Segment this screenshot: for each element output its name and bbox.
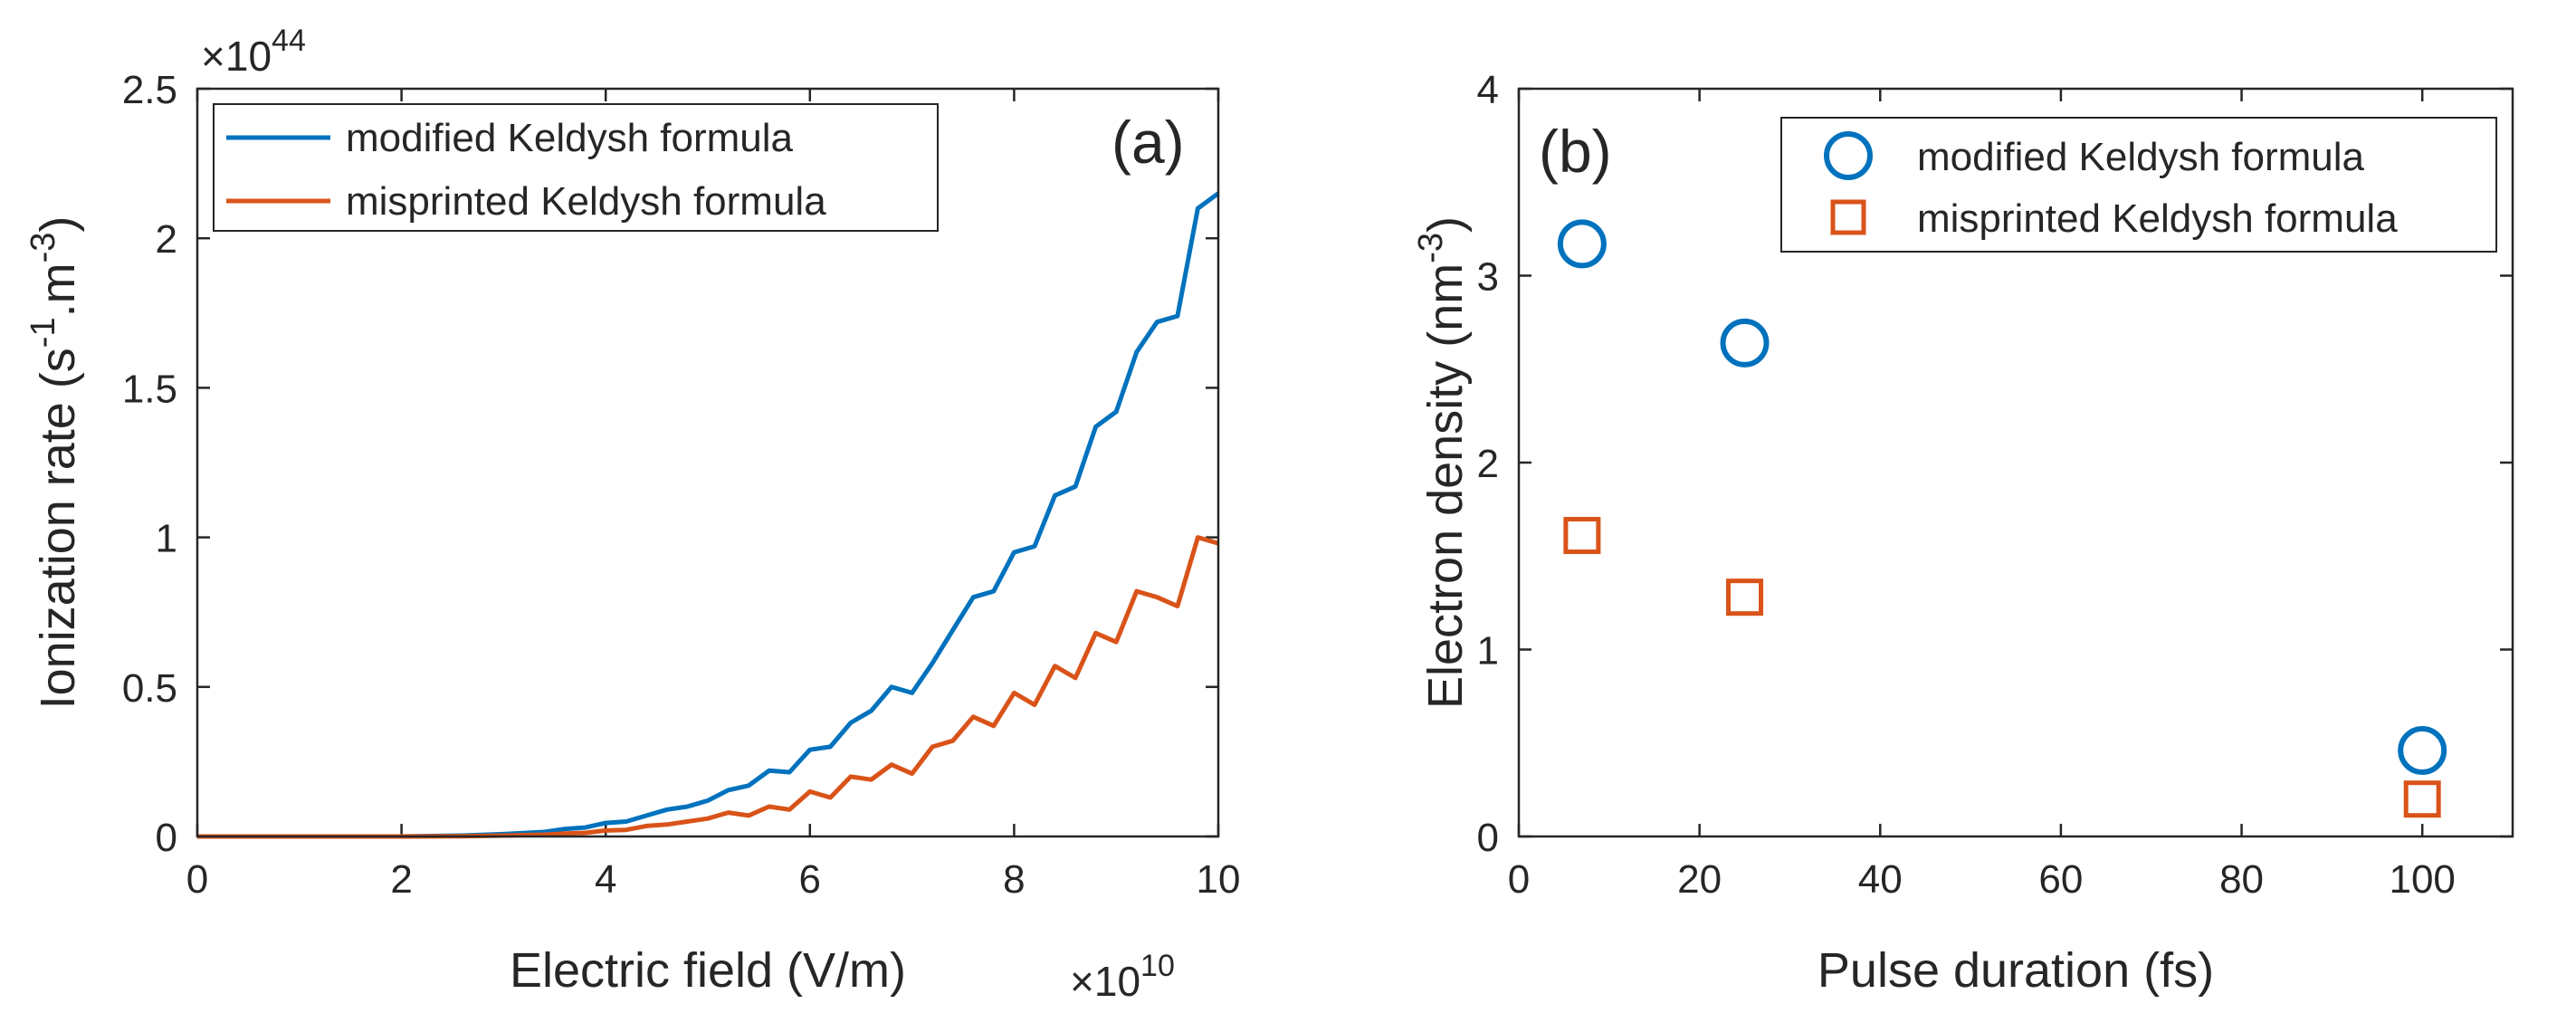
chart-b-xtick-label: 40 [1858, 857, 1903, 902]
chart-b-ytick-label: 3 [1477, 255, 1499, 300]
chart-a-ytick-label: 1 [156, 517, 177, 561]
chart-a-xtick-label: 2 [390, 857, 412, 902]
chart-b-axes-box [1517, 87, 2514, 838]
chart-b-ytick-label: 4 [1477, 68, 1499, 112]
chart-b-xtick-label: 20 [1677, 857, 1722, 902]
chart-b-point-modified [1557, 219, 1607, 269]
legend-b-label-misprinted: misprinted Keldysh formula [1917, 196, 2398, 241]
legend-a-label-misprinted: misprinted Keldysh formula [346, 179, 826, 224]
chart-b: 0 20 40 60 80 100 0 1 2 3 4 Pulse duration (fs) El… [1412, 68, 2514, 998]
chart-a-ylabel: Ionization rate (s-1.m-3) [24, 216, 85, 710]
chart-a-xtick-label: 4 [595, 857, 616, 902]
chart-a-legend: modified Keldysh formula misprinted Keld… [213, 103, 939, 232]
chart-a-legend-box [213, 103, 939, 232]
chart-b-xtick-label: 60 [2038, 857, 2083, 902]
chart-b-xtick-label: 80 [2219, 857, 2264, 902]
chart-b-xtick-label: 100 [2389, 857, 2455, 902]
legend-a-label-modified: modified Keldysh formula [346, 116, 794, 160]
chart-b-point-misprinted [1563, 517, 1601, 555]
chart-b-ytick-label: 0 [1477, 816, 1499, 860]
chart-a-x-multiplier: ×1010 [1070, 949, 1175, 1005]
chart-b-tick-labels: 0 20 40 60 80 100 0 1 2 3 4 [1477, 68, 2456, 902]
chart-b-point-misprinted [1726, 578, 1764, 616]
chart-b-point-modified [2398, 726, 2447, 776]
chart-a-xtick-label: 6 [799, 857, 821, 902]
chart-a-series [197, 191, 1220, 839]
chart-a-series-line-1 [197, 535, 1219, 839]
legend-b-marker-misprinted [1830, 199, 1866, 235]
chart-b-series [1557, 219, 2447, 818]
chart-a-tick-labels: 0 2 4 6 8 10 0 0.5 1 1.5 2 2.5 [122, 68, 1241, 902]
chart-b-ylabel: Electron density (nm-3) [1412, 216, 1473, 709]
chart-a-axes-box [196, 87, 1220, 838]
legend-b-label-modified: modified Keldysh formula [1917, 135, 2365, 179]
chart-b-xlabel: Pulse duration (fs) [1818, 943, 2214, 998]
chart-a-ytick-label: 2.5 [122, 68, 177, 112]
chart-b-ytick-label: 1 [1477, 629, 1499, 674]
chart-b-point-misprinted [2403, 780, 2441, 818]
chart-a-ytick-label: 0 [156, 816, 177, 860]
chart-a-ytick-label: 1.5 [122, 367, 177, 411]
chart-a-series-line-0 [197, 191, 1220, 839]
chart-b-ytick-label: 2 [1477, 442, 1499, 486]
chart-b-legend: modified Keldysh formula misprinted Keld… [1780, 117, 2497, 253]
chart-a-panel-label: (a) [1111, 109, 1185, 176]
chart-b-point-modified [1720, 318, 1770, 368]
chart-a-xlabel: Electric field (V/m) [510, 943, 906, 998]
chart-a-xtick-label: 8 [1003, 857, 1025, 902]
chart-a-ytick-label: 0.5 [122, 666, 177, 711]
chart-a-xtick-label: 10 [1197, 857, 1241, 902]
chart-a-xtick-label: 0 [186, 857, 208, 902]
chart-a-ytick-label: 2 [156, 217, 177, 262]
chart-a-y-multiplier: ×1044 [201, 24, 306, 80]
chart-b-legend-box [1780, 117, 2497, 253]
chart-b-panel-label: (b) [1539, 118, 1612, 185]
legend-b-marker-modified [1824, 131, 1873, 180]
chart-a: 0 2 4 6 8 10 0 0.5 1 1.5 2 2.5 ×1044 ×1010 Electric… [24, 24, 1240, 1005]
chart-b-xtick-label: 0 [1508, 857, 1530, 902]
